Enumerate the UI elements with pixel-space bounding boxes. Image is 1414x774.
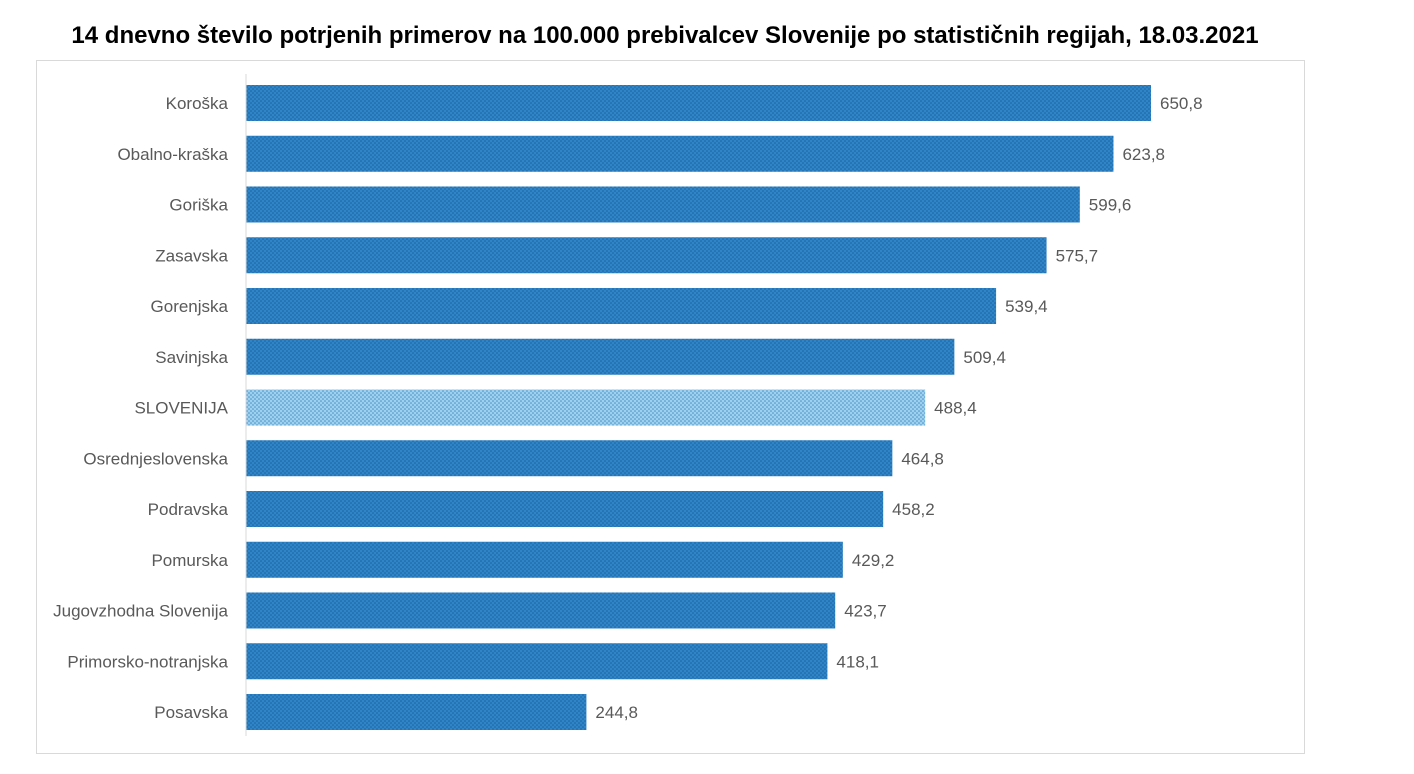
- data-label: 458,2: [892, 500, 935, 519]
- category-label: Obalno-kraška: [117, 145, 228, 164]
- category-label: Posavska: [154, 703, 228, 722]
- bar: [246, 694, 587, 730]
- category-label: Jugovzhodna Slovenija: [53, 602, 228, 621]
- category-label: Koroška: [166, 94, 229, 113]
- bar: [246, 135, 1114, 172]
- bar: [246, 237, 1047, 274]
- category-label: Primorsko-notranjska: [67, 652, 228, 671]
- category-label: Zasavska: [155, 246, 228, 265]
- bar-slovenija-highlight: [246, 389, 926, 426]
- data-label: 509,4: [963, 348, 1006, 367]
- data-label: 464,8: [901, 449, 944, 468]
- chart-title: 14 dnevno število potrjenih primerov na …: [71, 22, 1259, 49]
- data-label: 575,7: [1056, 246, 1099, 265]
- bars-group: Koroška 650,8 Obalno-kraška 623,8 Goriška 599…: [53, 85, 1203, 730]
- bar: [246, 541, 843, 578]
- data-label: 623,8: [1122, 145, 1165, 164]
- data-label: 599,6: [1089, 196, 1132, 215]
- plot-area-frame: [36, 60, 1305, 754]
- bar: [246, 338, 955, 375]
- bar: [246, 85, 1151, 121]
- bar: [246, 491, 884, 527]
- data-label: 539,4: [1005, 297, 1048, 316]
- category-label: SLOVENIJA: [134, 399, 228, 418]
- data-label: 244,8: [595, 703, 638, 722]
- category-label: Goriška: [169, 196, 228, 215]
- bar: [246, 643, 828, 680]
- category-label: Savinjska: [155, 348, 228, 367]
- category-label: Gorenjska: [151, 297, 229, 316]
- data-label: 650,8: [1160, 94, 1203, 113]
- category-label: Podravska: [148, 500, 229, 519]
- category-label: Pomurska: [151, 551, 228, 570]
- bar: [246, 592, 836, 629]
- bar: [246, 440, 893, 477]
- category-label: Osrednjeslovenska: [83, 449, 228, 468]
- bar: [246, 288, 997, 324]
- data-label: 418,1: [836, 652, 879, 671]
- data-label: 488,4: [934, 399, 977, 418]
- data-label: 429,2: [852, 551, 895, 570]
- bar: [246, 186, 1080, 223]
- data-label: 423,7: [844, 602, 887, 621]
